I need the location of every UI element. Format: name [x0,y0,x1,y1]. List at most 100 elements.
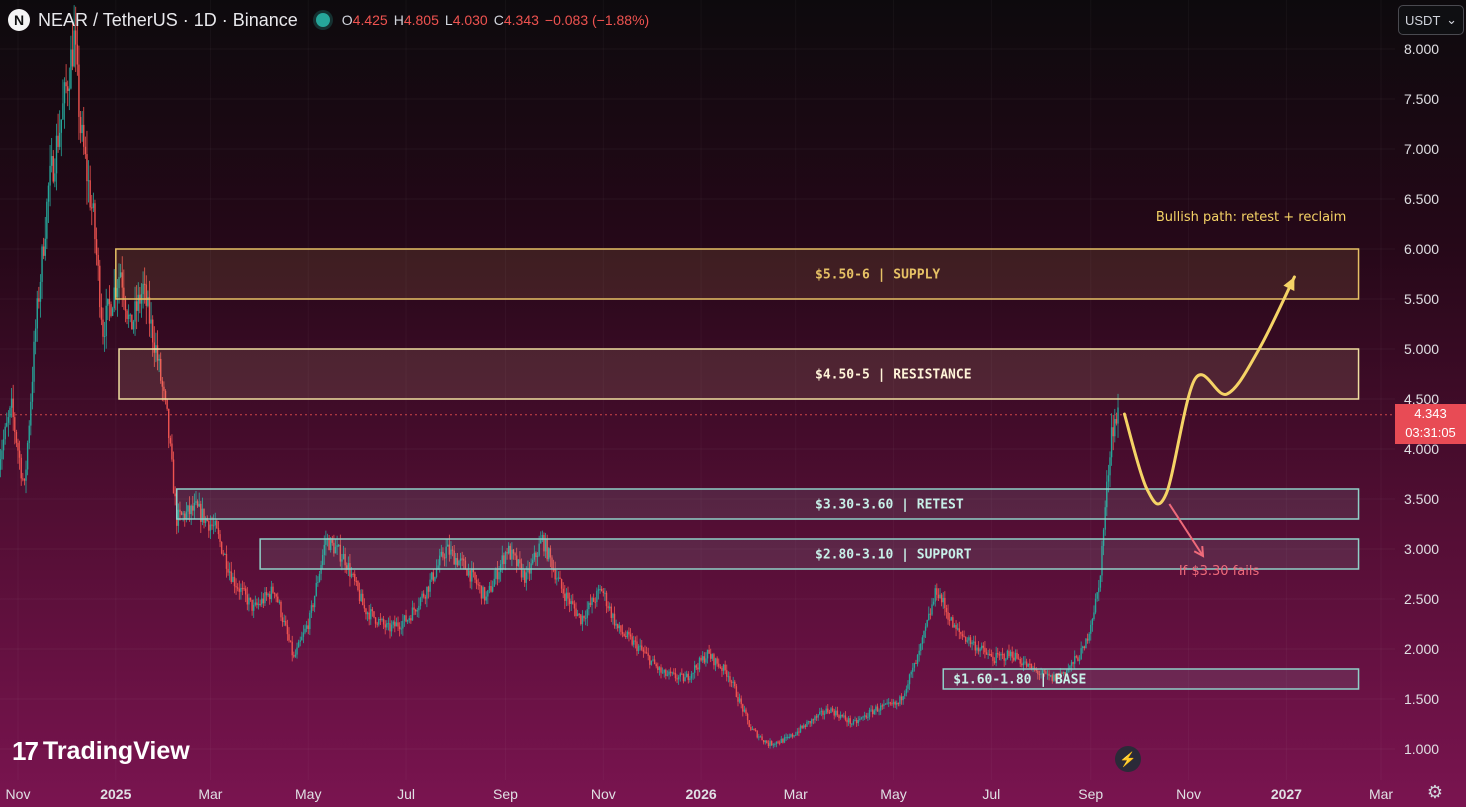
candle-body [358,590,361,601]
candle-body [969,637,972,645]
candle-body [777,741,779,743]
candle-body [896,702,898,705]
candle-body [673,672,675,674]
candle-body [726,670,728,677]
candle-body [95,239,98,255]
candle-body [798,731,800,733]
candle-body [819,711,821,715]
zone-supply[interactable]: $5.50-6 | SUPPLY [115,248,1360,300]
candle-body [143,283,146,285]
candle-body [498,572,500,580]
candle-body [127,314,130,319]
candle-body [596,590,598,603]
candle-body [472,569,475,573]
candle-body [966,640,968,642]
candle-body [379,619,382,621]
candle-body [758,736,760,738]
candle-body [406,620,409,622]
candle-body [641,645,643,650]
candle-body [227,568,229,573]
candle-body [689,678,691,680]
candle-body [1072,662,1074,664]
zone-support[interactable]: $2.80-3.10 | SUPPORT [259,538,1360,570]
candle-body [113,287,115,309]
candle-body [507,545,510,554]
candle-body [956,628,959,630]
candle-body [272,586,274,593]
candle-body [859,718,861,720]
zone-retest[interactable]: $3.30-3.60 | RETEST [175,488,1360,520]
currency-select[interactable]: USDT ⌄ [1398,5,1464,35]
candle-body [1024,661,1026,663]
candle-body [166,399,168,409]
candle-body [216,520,218,529]
candle-body [714,658,717,666]
candle-body [118,276,120,289]
bullish-path[interactable] [1122,275,1296,506]
candle-body [671,672,673,674]
candle-body [1022,662,1025,666]
candle-body [702,656,704,661]
candle-body [350,573,353,577]
candle-body [892,701,895,705]
candle-body [838,715,840,719]
gear-icon[interactable]: ⚙ [1426,781,1444,802]
candle-body [843,715,845,717]
candle-body [886,702,888,704]
candle-body [184,513,186,520]
symbol-title[interactable]: NEAR / TetherUS · 1D · Binance [38,9,298,30]
candle-body [236,587,239,589]
candle-body [1099,575,1102,588]
candle-body [501,555,503,565]
candle-body [469,570,471,582]
candle-body [900,696,903,701]
candle-body [1067,669,1070,671]
candle-body [674,673,677,679]
candle-body [193,502,196,511]
candle-body [503,555,505,565]
candle-body [1102,529,1105,546]
candle-body [888,702,890,704]
candle-body [778,742,781,744]
chevron-down-icon: ⌄ [1446,12,1457,27]
candle-body [151,319,154,343]
candle-body [233,576,236,587]
candle-body [442,551,444,558]
candle-body [394,621,396,627]
candle-body [620,625,622,632]
candle-body [411,607,414,621]
candle-body [908,674,911,685]
candle-body [788,736,790,738]
candle-body [400,628,402,630]
bar-countdown: 03:31:05 [1405,425,1456,440]
candle-body [711,654,714,659]
zone-base[interactable]: $1.60-1.80 | BASE [942,668,1360,690]
candle-body [977,647,980,652]
candle-body [198,503,200,507]
candle-body [22,478,24,480]
candle-body [150,319,152,324]
zone-resistance[interactable]: $4.50-5 | RESISTANCE [118,348,1360,400]
time-tick: Nov [1176,786,1202,802]
tradingview-logo[interactable]: 17 TradingView [12,736,190,767]
bearish-path[interactable] [1168,503,1204,557]
candle-body [910,671,912,675]
candle-body [732,681,734,683]
candle-body [532,559,534,564]
candle-body [1107,475,1110,482]
lightning-icon[interactable]: ⚡ [1115,746,1141,772]
candle-body [192,505,194,511]
candle-body [203,508,205,523]
candle-body [1000,654,1002,656]
candle-body [310,605,313,613]
candle-body [1117,407,1119,424]
candle-body [958,628,960,632]
candle-body [363,605,366,609]
candle-body [344,553,346,566]
candle-body [790,734,792,737]
candle-body [964,636,967,642]
candle-body [628,631,630,635]
candle-body [432,572,435,581]
candle-body [623,633,625,637]
